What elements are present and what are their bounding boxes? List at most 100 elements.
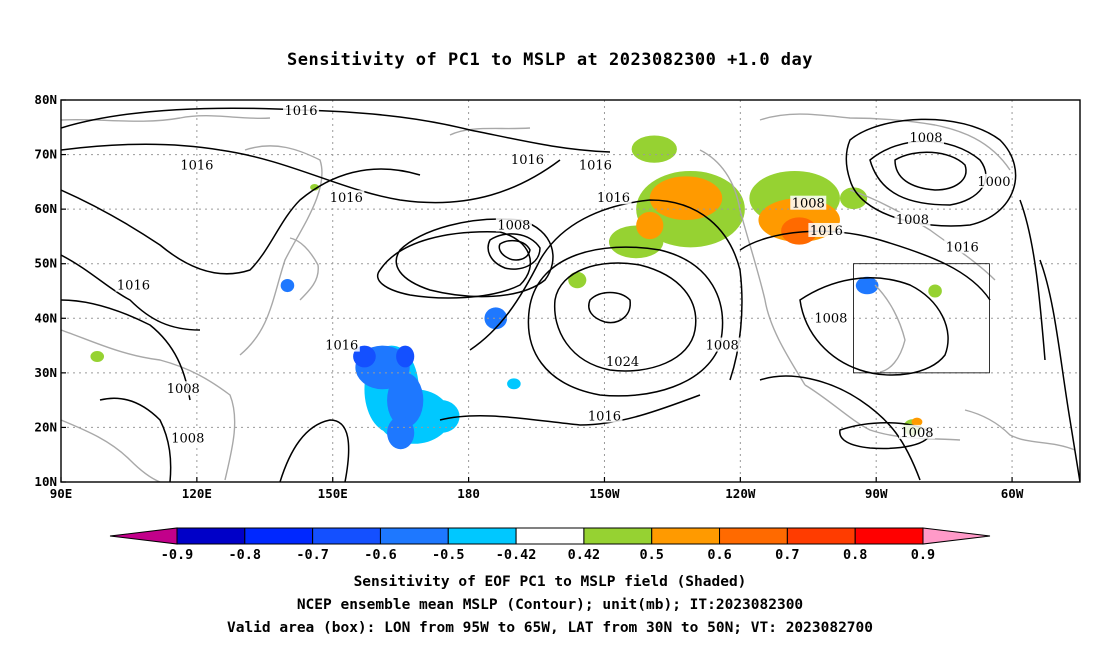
contour-label-15: 1000 — [977, 175, 1010, 190]
axis-ticks: 90E 120E 150E 180 150W 120W 90W 60W 80N 70N 60N 50N… — [34, 92, 1023, 501]
colorbar-segment-3 — [379, 527, 449, 545]
colorbar-label-4: -0.5 — [432, 547, 465, 563]
contour-label-7: 1008 — [497, 219, 530, 234]
colorbar-label-10: 0.8 — [843, 547, 867, 563]
contour-label-bg-3 — [328, 190, 365, 205]
contour-label-bg-15 — [975, 173, 1012, 188]
x-tick-label-4: 150W — [589, 486, 620, 501]
contour-label-9: 1024 — [606, 355, 639, 370]
contour-label-bg-0 — [283, 102, 320, 117]
colorbar-label-0: -0.9 — [161, 547, 194, 563]
contour-label-4: 1016 — [511, 153, 544, 168]
colorbar-high-tip — [922, 527, 991, 545]
contour-label-bg-12 — [790, 195, 827, 210]
mslp-contours — [61, 107, 1080, 482]
y-tick-label-1: 70N — [34, 147, 57, 162]
colorbar: -0.9 -0.8 -0.7 -0.6 -0.5 -0.42 0.42 0.5 0.6 0.7 0.… — [109, 527, 991, 563]
valid-box-rect — [853, 263, 990, 374]
contour-label-6: 1016 — [597, 191, 630, 206]
shade-patch-16 — [636, 211, 664, 240]
shade-patch-23 — [911, 417, 923, 427]
colorbar-segment-6 — [583, 527, 653, 545]
contour-label-bg-7 — [495, 217, 532, 232]
footer-line-1: Sensitivity of EOF PC1 to MSLP field (Sh… — [353, 574, 747, 590]
y-tick-label-0: 80N — [34, 92, 57, 107]
shade-patch-9 — [484, 307, 508, 330]
x-tick-label-3: 180 — [457, 486, 480, 501]
contour-label-bg-21 — [169, 430, 206, 445]
contour-label-1: 1016 — [180, 158, 213, 173]
x-tick-label-5: 120W — [725, 486, 756, 501]
x-tick-label-2: 150E — [318, 486, 348, 501]
contour-label-bg-9 — [604, 353, 641, 368]
shade-patch-20 — [839, 187, 868, 210]
contour-label-bg-8 — [323, 337, 360, 352]
colorbar-segment-8 — [719, 527, 788, 545]
contour-label-bg-5 — [577, 157, 614, 172]
contour-label-bg-1 — [178, 157, 215, 172]
contour-label-13: 1016 — [810, 224, 843, 239]
shade-patch-8 — [280, 278, 295, 293]
contour-label-20: 1008 — [167, 382, 200, 397]
contour-label-bg-4 — [509, 152, 546, 167]
footer-line-2: NCEP ensemble mean MSLP (Contour); unit(… — [296, 597, 804, 613]
shade-patch-4 — [387, 372, 424, 428]
y-tick-label-7: 10N — [34, 474, 57, 489]
contour-label-bg-13 — [808, 222, 845, 237]
colorbar-segment-10 — [854, 527, 924, 545]
x-tick-label-7: 60W — [1001, 486, 1024, 501]
y-tick-label-2: 60N — [34, 201, 57, 216]
shade-patch-19 — [781, 217, 818, 245]
shade-patch-25 — [90, 351, 105, 362]
colorbar-segment-7 — [651, 527, 721, 545]
colorbar-segment-4 — [447, 527, 517, 545]
colorbar-label-8: 0.6 — [707, 547, 731, 563]
y-tick-label-6: 20N — [34, 419, 57, 434]
contour-label-bg-16 — [894, 212, 931, 227]
contour-label-3: 1016 — [330, 191, 363, 206]
contour-label-2: 1016 — [117, 279, 150, 294]
contour-label-21: 1008 — [171, 431, 204, 446]
colorbar-segment-5 — [515, 527, 585, 545]
colorbar-segment-9 — [786, 527, 856, 545]
valid-area-box — [853, 263, 990, 374]
y-tick-label-5: 30N — [34, 365, 57, 380]
contour-label-bg-10 — [586, 408, 623, 423]
y-tick-label-4: 40N — [34, 310, 57, 325]
colorbar-segment-2 — [312, 527, 381, 545]
chart-title: Sensitivity of PC1 to MSLP at 2023082300… — [286, 50, 813, 70]
contour-label-5: 1016 — [579, 158, 612, 173]
x-tick-label-6: 90W — [865, 486, 888, 501]
shade-patch-7 — [396, 345, 415, 368]
colorbar-label-5: -0.42 — [496, 547, 537, 563]
shade-patch-2 — [423, 400, 460, 433]
shade-patch-11 — [855, 276, 879, 295]
contour-labels: 1016 1016 1016 1016 1016 1016 1016 1008 1016 1024… — [115, 102, 1012, 446]
shade-patch-12 — [631, 135, 677, 163]
contour-label-16: 1008 — [896, 213, 929, 228]
colorbar-segment-0 — [176, 527, 246, 545]
shade-patch-14 — [649, 176, 723, 221]
contour-label-18: 1008 — [814, 311, 847, 326]
contour-label-bg-11 — [704, 337, 741, 352]
colorbar-label-7: 0.5 — [640, 547, 664, 563]
colorbar-label-1: -0.8 — [229, 547, 262, 563]
contour-label-0: 1016 — [284, 104, 317, 119]
shade-patch-24 — [568, 271, 587, 289]
contour-label-14: 1008 — [909, 131, 942, 146]
colorbar-segment-1 — [244, 527, 314, 545]
shade-patch-21 — [928, 284, 942, 298]
colorbar-label-3: -0.6 — [364, 547, 397, 563]
contour-label-bg-2 — [115, 277, 152, 292]
contour-label-17: 1016 — [946, 240, 979, 255]
colorbar-label-11: 0.9 — [911, 547, 935, 563]
contour-label-12: 1008 — [792, 197, 825, 212]
contour-label-19: 1008 — [900, 426, 933, 441]
x-tick-label-1: 120E — [182, 486, 212, 501]
colorbar-low-tip — [109, 527, 178, 545]
contour-label-bg-19 — [898, 424, 935, 439]
contour-label-bg-18 — [812, 310, 849, 325]
contour-label-bg-20 — [165, 381, 202, 396]
contour-label-bg-6 — [595, 190, 632, 205]
